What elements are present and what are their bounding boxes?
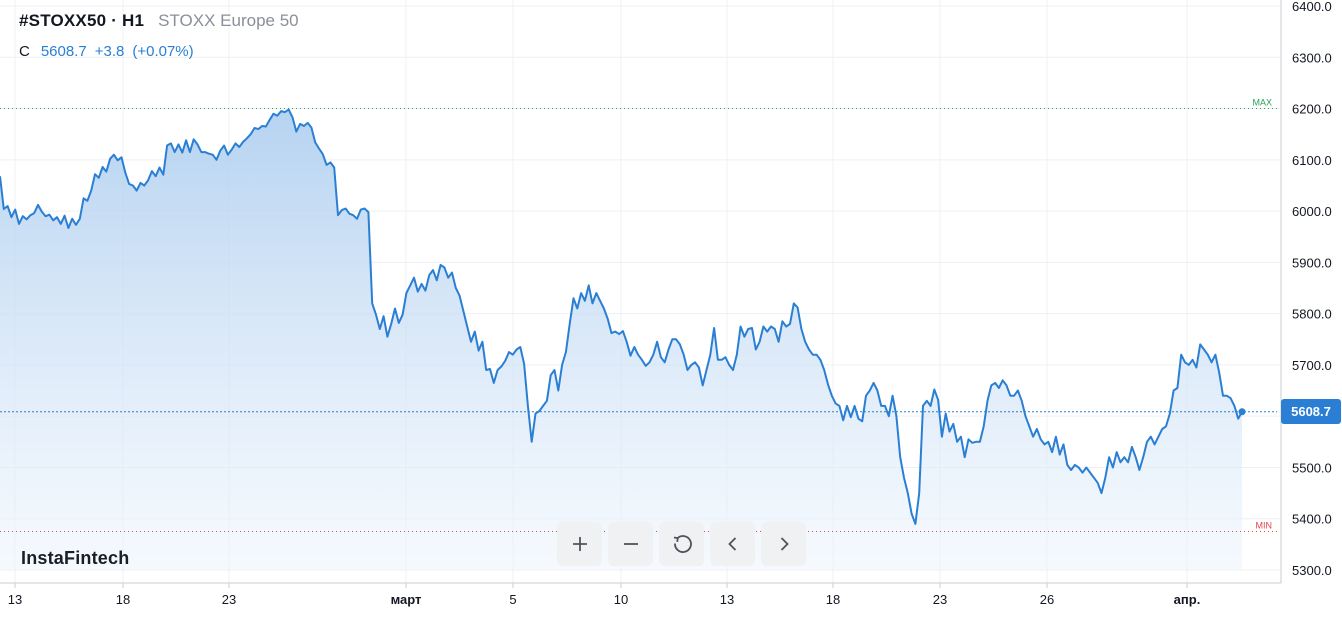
y-tick-label: 5800.0: [1292, 307, 1332, 322]
zoom-out-button[interactable]: [608, 522, 653, 566]
price-change-pct: (+0.07%): [132, 43, 194, 60]
symbol-label: #STOXX50 · H1: [19, 11, 145, 30]
y-tick-label: 5500.0: [1292, 460, 1332, 475]
chevron-left-icon: [727, 537, 736, 551]
x-tick-label: 26: [1040, 592, 1054, 607]
chevron-right-icon: [780, 537, 789, 551]
price-line: [0, 108, 1243, 525]
brand-watermark: InstaFintech: [21, 548, 130, 568]
y-tick-label: 5700.0: [1292, 358, 1332, 373]
instrument-name: STOXX Europe 50: [158, 11, 299, 30]
x-tick-label: 18: [826, 592, 840, 607]
price-change: +3.8: [94, 43, 125, 60]
x-tick-label: 18: [116, 592, 130, 607]
chart-header: #STOXX50 · H1 STOXX Europe 50: [19, 11, 299, 31]
current-price-tag: 5608.7: [1281, 399, 1341, 425]
last-price-dot: [1238, 408, 1246, 416]
y-tick-label: 6000.0: [1292, 204, 1332, 219]
close-label: C: [19, 43, 30, 60]
chart-toolbar: [557, 522, 806, 566]
x-tick-label: апр.: [1174, 592, 1201, 607]
scroll-right-button[interactable]: [761, 522, 806, 566]
x-tick-label: 13: [8, 592, 22, 607]
x-tick-label: 23: [933, 592, 947, 607]
x-tick-label: 5: [509, 592, 516, 607]
x-tick-label: 13: [720, 592, 734, 607]
reset-icon: [673, 535, 692, 553]
x-axis-labels: 13 18 23 март 5 10 13 18 23 26 апр.: [8, 583, 1201, 607]
y-tick-label: 5300.0: [1292, 563, 1332, 578]
y-tick-label: 6200.0: [1292, 102, 1332, 117]
y-axis-labels: 6400.0 6300.0 6200.0 6100.0 6000.0 5900.0 5800…: [1292, 0, 1332, 578]
y-tick-label: 5400.0: [1292, 512, 1332, 527]
x-tick-label: март: [391, 592, 422, 607]
y-tick-label: 5900.0: [1292, 255, 1332, 270]
y-tick-label: 6100.0: [1292, 153, 1332, 168]
min-level-label: MIN: [1256, 521, 1273, 531]
x-tick-label: 10: [614, 592, 628, 607]
reset-button[interactable]: [659, 522, 704, 566]
x-tick-label: 23: [222, 592, 236, 607]
last-price-value: 5608.7: [40, 43, 87, 60]
zoom-in-button[interactable]: [557, 522, 602, 566]
minus-icon: [623, 543, 638, 545]
max-level-label: MAX: [1252, 98, 1272, 108]
y-tick-label: 6300.0: [1292, 50, 1332, 65]
y-tick-label: 6400.0: [1292, 0, 1332, 14]
plus-icon: [572, 537, 587, 551]
price-area: [0, 109, 1242, 570]
scroll-left-button[interactable]: [710, 522, 755, 566]
price-legend: C 5608.7 +3.8 (+0.07%): [19, 43, 194, 60]
